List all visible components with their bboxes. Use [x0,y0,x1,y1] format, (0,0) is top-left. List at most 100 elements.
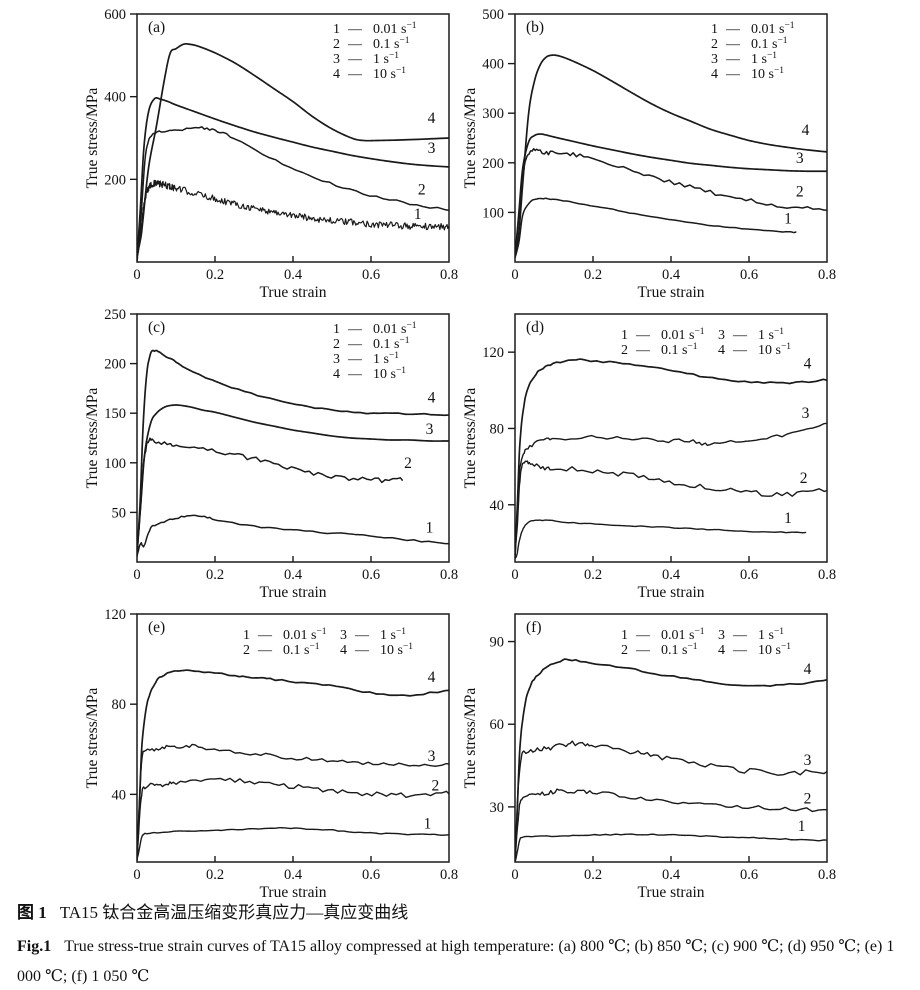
chart-e: 40 80 120 0 0.2 0.4 0.6 0.8 True strain True stre… [84,607,458,900]
x-tick-label: 0.2 [206,867,224,883]
chart-c: 50 100 150 200 250 0 0.2 0.4 0.6 0.8 True strain Tr… [84,307,458,600]
curve-label-4: 4 [428,389,436,406]
curve-label-3: 3 [804,752,812,769]
curve-1 [515,197,797,259]
legend-entry-2: 2—0.1 s−1 [333,36,410,52]
x-tick-label: 0.2 [584,867,602,883]
chart-f: 30 60 90 0 0.2 0.4 0.6 0.8 True strain True stres… [462,613,836,900]
x-tick-label: 0.6 [740,267,758,283]
caption-chinese: 图 1 TA15 钛合金高温压缩变形真应力—真应变曲线 [17,902,900,924]
x-tick-label: 0.2 [584,267,602,283]
x-tick-label: 0.8 [440,267,458,283]
subplot-c: 50 100 150 200 250 0 0.2 0.4 0.6 0.8 True strain Tr… [0,300,460,600]
curve-3 [137,404,449,555]
subplot-f: 30 60 90 0 0.2 0.4 0.6 0.8 True strain True stres… [460,600,920,900]
x-tick-label: 0 [511,867,518,883]
x-tick-label: 0.2 [206,267,224,283]
legend-entry-3: 3—1 s−1 [718,327,784,343]
legend-entry-4: 4—10 s−1 [333,366,406,382]
curve-label-1: 1 [424,816,432,833]
curves-group [515,658,827,862]
curve-1 [515,519,807,560]
curve-label-1: 1 [784,210,792,227]
caption-en-text: True stress-true strain curves of TA15 a… [17,938,895,985]
y-axis-title: True stress/MPa [462,88,479,189]
x-tick-label: 0.4 [662,267,681,283]
legend-entry-4: 4—10 s−1 [718,342,791,358]
curve-3 [515,133,827,258]
x-tick-label: 0.6 [362,867,380,883]
legend-entry-3: 3—1 s−1 [340,627,406,643]
y-axis-title: True stress/MPa [462,388,479,489]
curve-4 [137,669,449,861]
curve-4 [515,54,827,257]
caption-en-label: Fig.1 [17,938,52,956]
caption-cn-text: TA15 钛合金高温压缩变形真应力—真应变曲线 [59,903,409,922]
curve-label-1: 1 [426,519,434,536]
x-tick-label: 0.2 [584,567,602,583]
panel-label: (f) [526,619,542,636]
panel-label: (b) [526,19,544,36]
caption-cn-label: 图 1 [17,903,47,922]
x-tick-label: 0.2 [206,567,224,583]
y-tick-label: 80 [112,697,127,713]
x-tick-label: 0.4 [284,267,303,283]
x-tick-label: 0.8 [818,567,836,583]
curve-2 [515,788,827,862]
curve-2 [515,460,827,559]
panel-label: (e) [148,619,165,636]
legend-entry-4: 4—10 s−1 [718,642,791,658]
curve-label-4: 4 [428,110,436,127]
curves-group [515,358,827,560]
plot-border [136,13,450,263]
curve-1 [137,514,449,558]
curve-3 [137,97,449,259]
curves-group [515,54,827,259]
curves-group [137,669,449,861]
y-tick-label: 400 [482,57,504,73]
curve-label-2: 2 [800,470,808,487]
y-axis-title: True stress/MPa [84,688,101,789]
y-tick-label: 80 [490,421,505,437]
legend-entry-1: 1—0.01 s−1 [243,627,327,643]
x-tick-label: 0.6 [740,567,758,583]
x-axis-title: True strain [259,584,326,600]
curve-label-3: 3 [428,140,436,157]
y-tick-label: 200 [104,172,126,188]
plot-border [136,313,450,563]
curve-1 [137,826,449,861]
curve-2 [137,777,449,861]
x-axis-title: True strain [637,284,704,300]
chart-d: 40 80 120 0 0.2 0.4 0.6 0.8 True strain True stre… [462,313,836,600]
legend-entry-1: 1—0.01 s−1 [333,21,417,37]
y-tick-label: 200 [482,156,504,172]
x-axis-title: True strain [637,584,704,600]
curve-label-4: 4 [804,661,812,678]
curve-3 [137,743,449,861]
legend-entry-4: 4—10 s−1 [340,642,413,658]
curve-label-2: 2 [804,791,812,808]
legend-entry-1: 1—0.01 s−1 [621,327,705,343]
legend-entry-3: 3—1 s−1 [333,351,399,367]
curve-label-3: 3 [426,421,434,438]
subplot-d: 40 80 120 0 0.2 0.4 0.6 0.8 True strain True stre… [460,300,920,600]
panel-label: (c) [148,319,165,336]
curve-label-4: 4 [428,669,436,686]
y-tick-label: 500 [482,7,504,23]
x-tick-label: 0.4 [284,867,303,883]
curve-label-3: 3 [802,405,810,422]
legend-entry-3: 3—1 s−1 [333,51,399,67]
y-axis-title: True stress/MPa [84,388,101,489]
y-tick-label: 150 [104,406,126,422]
x-tick-label: 0.4 [662,867,681,883]
panel-label: (d) [526,319,544,336]
curve-label-1: 1 [798,818,806,835]
x-tick-label: 0.6 [362,267,380,283]
legend-entry-2: 2—0.1 s−1 [333,336,410,352]
x-tick-label: 0 [133,567,140,583]
y-tick-label: 120 [482,345,504,361]
x-tick-label: 0.8 [818,867,836,883]
y-tick-label: 40 [490,498,505,514]
legend-entry-4: 4—10 s−1 [711,66,784,82]
